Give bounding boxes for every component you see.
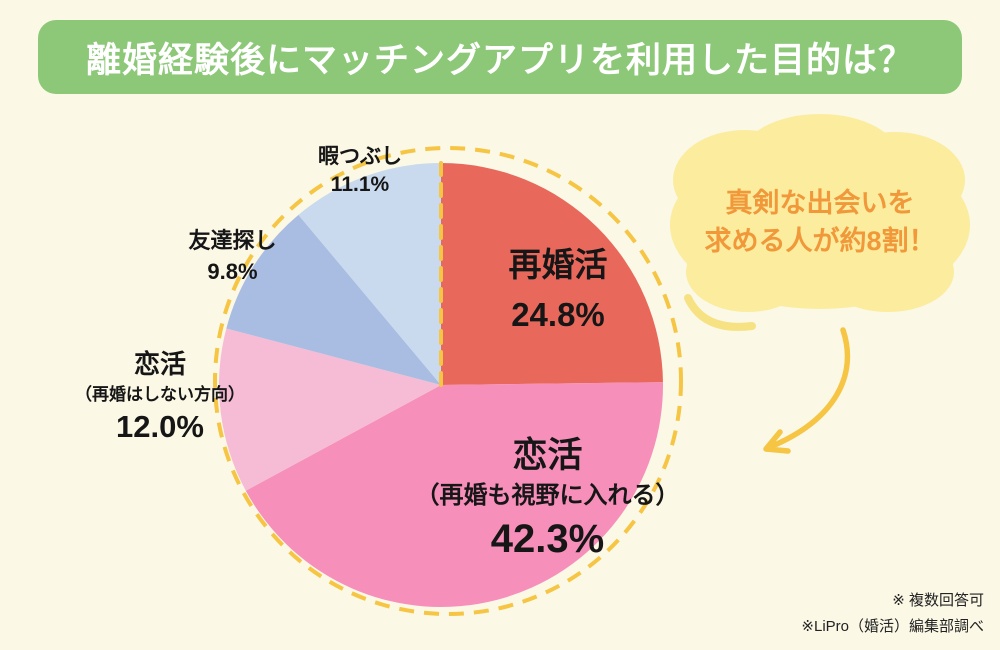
arrow-head: [763, 429, 791, 454]
slice-percent: 11.1%: [330, 173, 390, 197]
title-banner: 離婚経験後にマッチングアプリを利用した目的は？: [38, 20, 962, 94]
slice-subtitle: （再婚はしない方向）: [75, 384, 245, 404]
footnotes: ※ 複数回答可 ※LiPro（婚活）編集部調べ: [801, 588, 984, 641]
footnote-source: ※LiPro（婚活）編集部調べ: [801, 618, 984, 636]
footnote-multiple-answers: ※ 複数回答可: [892, 592, 984, 609]
bubble-line-2: 求める人が約8割！: [704, 225, 936, 256]
pie-slice-saikonkatsu: [441, 163, 663, 385]
pie-slice-hima: [298, 163, 441, 385]
slice-name: 再婚活: [508, 246, 608, 283]
page-title: 離婚経験後にマッチングアプリを利用した目的は？: [85, 40, 914, 80]
bubble-lobe: [686, 232, 810, 312]
slice-name: 恋活: [133, 349, 186, 379]
label-saikonkatsu: 再婚活 24.8%: [468, 240, 648, 339]
slice-name: 友達探し: [188, 228, 277, 253]
pie-chart: [219, 163, 663, 607]
label-koikatsu-no-saikon: 恋活 （再婚はしない方向） 12.0%: [40, 348, 280, 448]
speech-bubble: 真剣な出会いを 求める人が約8割！: [685, 185, 955, 261]
slice-name: 恋活: [512, 436, 583, 475]
pie-slice-tomodachi: [226, 214, 441, 385]
slice-percent: 42.3%: [490, 517, 605, 562]
slice-percent: 9.8%: [207, 258, 258, 284]
slice-percent: 12.0%: [116, 409, 204, 445]
arrow-curve: [763, 327, 851, 454]
arrow-shaft: [767, 327, 851, 450]
pie-slice-koikatsu-no-saikon: [219, 328, 441, 491]
speech-bubble-shape: [670, 114, 970, 331]
bubble-line-1: 真剣な出会いを: [725, 188, 915, 218]
slice-subtitle: （再婚も視野に入れる）: [415, 481, 680, 509]
label-koikatsu-saikon: 恋活 （再婚も視野に入れる） 42.3%: [375, 433, 720, 565]
slice-percent: 24.8%: [511, 295, 605, 333]
bubble-tail-curl: [684, 294, 756, 331]
dashed-circle-decoration: [213, 146, 683, 616]
label-hima: 暇つぶし 11.1%: [285, 143, 435, 200]
slice-name: 暇つぶし: [318, 145, 402, 168]
label-tomodachi: 友達探し 9.8%: [155, 226, 310, 288]
pie-slice-koikatsu-saikon: [245, 382, 663, 607]
bubble-lobe: [822, 232, 954, 312]
bubble-lobe: [742, 114, 898, 198]
